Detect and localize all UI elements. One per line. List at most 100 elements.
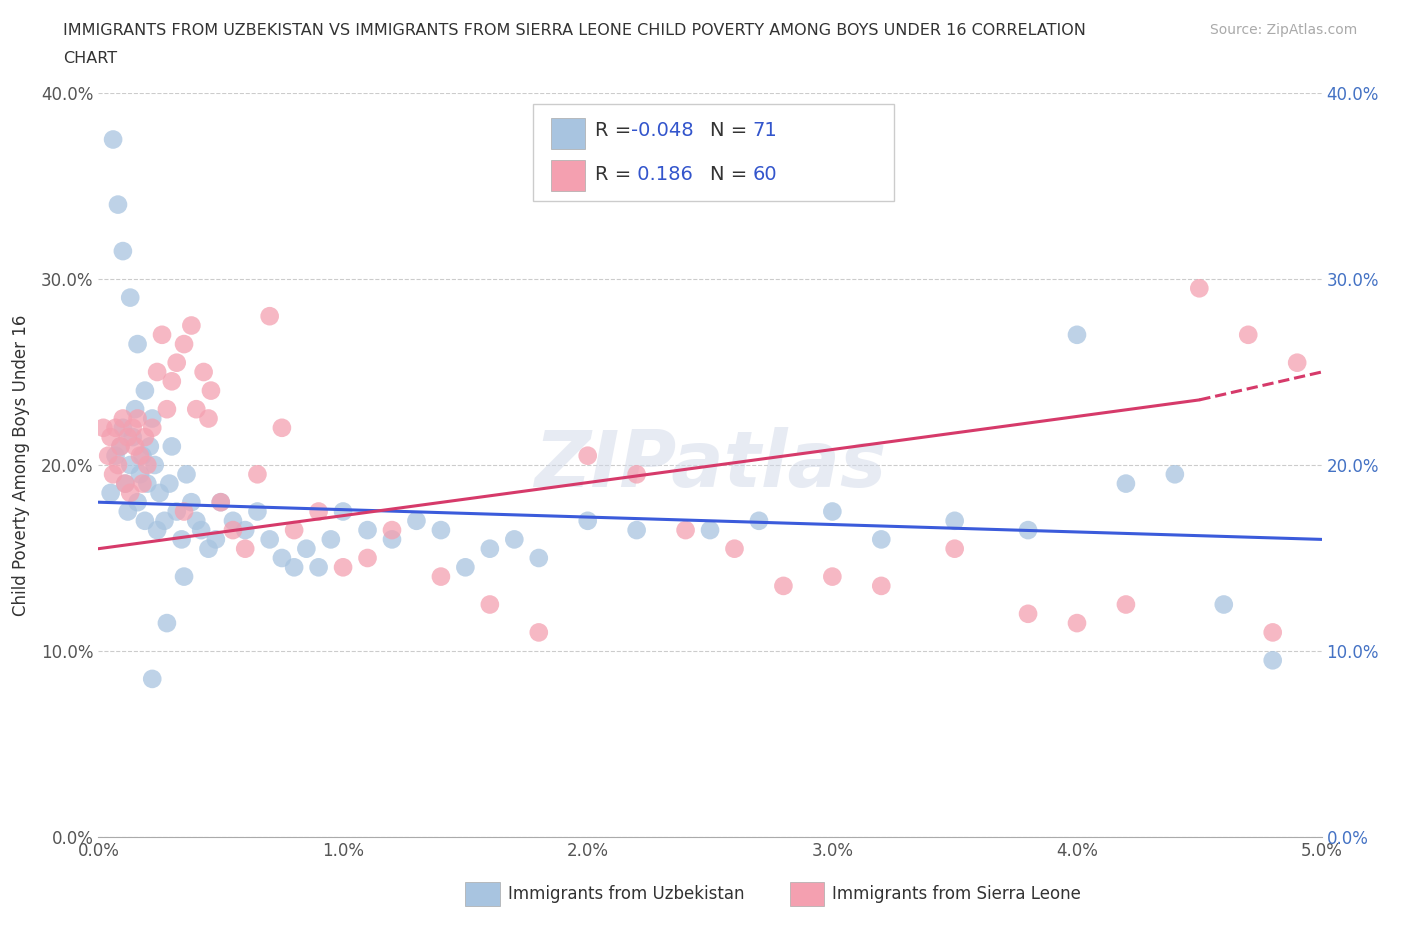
Point <box>180 318 202 333</box>
Point <box>332 560 354 575</box>
Text: N =: N = <box>710 166 754 184</box>
Point <box>870 578 893 593</box>
Point <box>675 523 697 538</box>
Point <box>295 541 318 556</box>
FancyBboxPatch shape <box>551 117 585 149</box>
Point <box>308 560 330 575</box>
Point <box>141 411 163 426</box>
Point <box>1188 281 1211 296</box>
Point <box>1115 597 1137 612</box>
Point <box>157 476 180 491</box>
Point <box>131 448 153 463</box>
Point <box>319 532 342 547</box>
Point <box>173 569 195 584</box>
Point <box>153 513 176 528</box>
Point <box>259 532 281 547</box>
Point <box>381 532 404 547</box>
Point <box>104 420 127 435</box>
Point <box>1237 327 1260 342</box>
Point <box>308 504 330 519</box>
Point <box>117 430 139 445</box>
Point <box>156 402 179 417</box>
Point <box>356 523 378 538</box>
Point <box>332 504 354 519</box>
Point <box>166 504 188 519</box>
Point <box>197 541 219 556</box>
Point <box>129 467 152 482</box>
Point <box>111 411 134 426</box>
Point <box>259 309 281 324</box>
Point <box>120 458 142 472</box>
Text: ZIPatlas: ZIPatlas <box>534 427 886 503</box>
Point <box>943 541 966 556</box>
Point <box>430 523 453 538</box>
Point <box>1017 606 1039 621</box>
Point <box>114 476 136 491</box>
Text: Immigrants from Sierra Leone: Immigrants from Sierra Leone <box>832 885 1081 903</box>
Point <box>1066 616 1088 631</box>
Point <box>1017 523 1039 538</box>
Text: N =: N = <box>710 121 754 140</box>
Point <box>170 532 193 547</box>
Point <box>114 476 136 491</box>
Point <box>821 569 844 584</box>
Point <box>139 439 162 454</box>
Point <box>104 448 127 463</box>
Point <box>270 420 294 435</box>
Point <box>943 513 966 528</box>
Point <box>121 420 143 435</box>
Point <box>160 439 183 454</box>
Point <box>166 355 188 370</box>
Point <box>205 532 228 547</box>
Point <box>209 495 232 510</box>
Point <box>110 439 132 454</box>
Point <box>100 485 122 500</box>
Point <box>111 420 134 435</box>
Point <box>101 132 124 147</box>
Point <box>576 448 599 463</box>
Point <box>180 495 202 510</box>
Point <box>110 439 132 454</box>
Point <box>270 551 294 565</box>
Point <box>233 541 256 556</box>
Point <box>699 523 721 538</box>
Point <box>111 244 134 259</box>
Point <box>149 485 172 500</box>
Point <box>1261 625 1284 640</box>
Point <box>246 504 269 519</box>
Point <box>222 513 245 528</box>
Point <box>283 523 305 538</box>
Text: -0.048: -0.048 <box>630 121 693 140</box>
Point <box>870 532 893 547</box>
Point <box>101 467 124 482</box>
Point <box>141 420 163 435</box>
Text: Immigrants from Uzbekistan: Immigrants from Uzbekistan <box>508 885 745 903</box>
Point <box>91 420 114 435</box>
Text: R =: R = <box>595 121 637 140</box>
Point <box>127 495 149 510</box>
Point <box>121 430 143 445</box>
Point <box>117 504 139 519</box>
Point <box>478 541 501 556</box>
Point <box>127 411 149 426</box>
Point <box>156 616 179 631</box>
Point <box>134 383 156 398</box>
Point <box>821 504 844 519</box>
Point <box>124 402 146 417</box>
FancyBboxPatch shape <box>533 104 893 201</box>
Point <box>1286 355 1309 370</box>
Point <box>107 197 129 212</box>
Point <box>356 551 378 565</box>
Point <box>143 458 166 472</box>
Point <box>173 504 195 519</box>
Point <box>246 467 269 482</box>
Point <box>150 327 173 342</box>
Y-axis label: Child Poverty Among Boys Under 16: Child Poverty Among Boys Under 16 <box>11 314 30 616</box>
Point <box>190 523 212 538</box>
Point <box>127 337 149 352</box>
Point <box>97 448 120 463</box>
Text: R =: R = <box>595 166 637 184</box>
Point <box>136 458 159 472</box>
Point <box>576 513 599 528</box>
Point <box>626 523 648 538</box>
